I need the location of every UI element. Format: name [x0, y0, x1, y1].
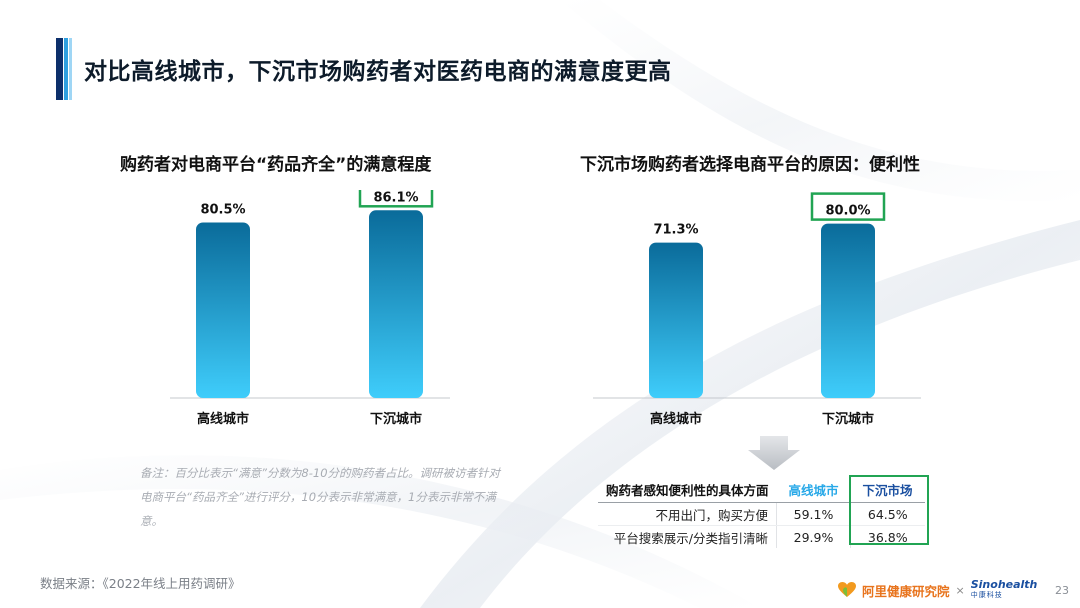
table-cell-lower-tier: 36.8%	[867, 529, 908, 545]
logo-sinohealth-cn: 中康科技	[970, 591, 1003, 599]
footer-logos: 阿里健康研究院 × Sinohealth 中康科技	[838, 578, 1038, 600]
footnote: 备注：百分比表示“满意”分数为8-10分的购药者占比。调研被访者针对电商平台“药…	[140, 466, 501, 528]
highlight-box	[358, 190, 434, 208]
table-cell-high-tier: 59.1%	[776, 502, 852, 526]
table-header-aspect: 购药者感知便利性的具体方面	[598, 476, 777, 503]
bar-value-label: 71.3%	[653, 223, 698, 238]
table-cell-aspect: 不用出门，购买方便	[598, 502, 777, 526]
data-source: 数据来源：《2022年线上用药调研》	[40, 576, 241, 591]
chart-2-convenience: 71.3% 高线城市 80.0% 下沉城市	[593, 192, 921, 427]
bar-2	[369, 210, 423, 398]
table-cell-lower-tier: 64.5%	[850, 502, 925, 526]
chart-1-satisfaction: 80.5% 高线城市 86.1% 下沉城市	[170, 190, 450, 427]
logo-sinohealth-en: Sinohealth	[970, 578, 1038, 591]
category-label: 下沉城市	[822, 411, 874, 427]
chart-2-title: 下沉市场购药者选择电商平台的原因：便利性	[580, 155, 920, 175]
category-label: 高线城市	[650, 411, 702, 427]
convenience-table: 购药者感知便利性的具体方面 高线城市 下沉市场 不用出门，购买方便 59.1% …	[598, 476, 925, 548]
table-header-lower-tier: 下沉市场	[850, 476, 925, 503]
chart-1-title: 购药者对电商平台“药品齐全”的满意程度	[120, 155, 432, 175]
convenience-table-wrap: 购药者感知便利性的具体方面 高线城市 下沉市场 不用出门，购买方便 59.1% …	[598, 476, 925, 548]
bar-2	[821, 223, 875, 398]
logo-separator: ×	[955, 583, 965, 597]
table-row: 不用出门，购买方便 59.1% 64.5%	[598, 502, 925, 526]
bar-value-label: 80.5%	[200, 203, 245, 218]
down-arrow-icon	[748, 436, 800, 470]
page-number: 23	[1055, 584, 1069, 597]
table-highlight-box	[849, 475, 929, 545]
highlight-box	[810, 192, 886, 221]
bar-value-label: 86.1%	[373, 190, 418, 205]
logo-sinohealth: Sinohealth 中康科技	[970, 578, 1038, 600]
bar-1	[649, 242, 703, 398]
heart-logo-icon	[838, 582, 856, 597]
bar-1	[196, 222, 250, 398]
table-row: 平台搜索展示/分类指引清晰 29.9% 36.8%	[598, 525, 925, 548]
table-header-high-tier: 高线城市	[776, 476, 851, 503]
bar-value-label: 80.0%	[825, 204, 870, 219]
logo-ali-health: 阿里健康研究院	[862, 583, 950, 599]
page-title: 对比高线城市，下沉市场购药者对医药电商的满意度更高	[84, 59, 672, 85]
category-label: 高线城市	[197, 411, 249, 427]
category-label: 下沉城市	[370, 411, 422, 427]
table-cell-aspect: 平台搜索展示/分类指引清晰	[613, 530, 769, 546]
table-cell-high-tier: 29.9%	[776, 525, 852, 548]
title-accent-bar	[56, 38, 74, 100]
